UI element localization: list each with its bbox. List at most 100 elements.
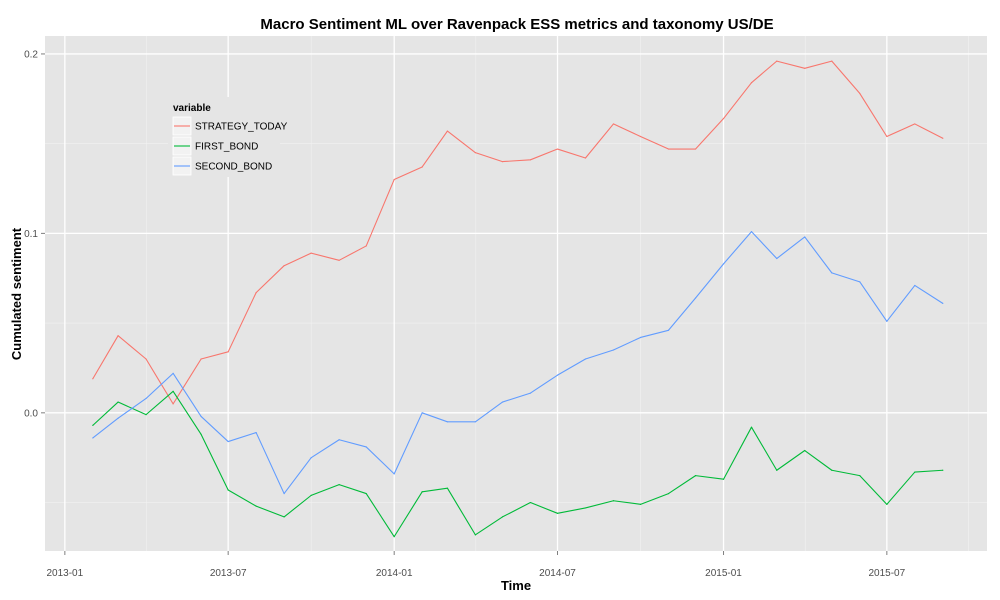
data-point-strategy-today <box>446 130 449 132</box>
data-point-strategy-today <box>776 60 778 62</box>
data-point-second-bond <box>750 230 753 233</box>
data-point-second-bond <box>255 431 257 434</box>
data-point-first-bond <box>421 491 423 493</box>
legend-label-first-bond: FIRST_BOND <box>195 142 258 153</box>
y-axis: 0.0 0.1 0.2 <box>24 49 45 419</box>
data-point-strategy-today <box>886 135 888 138</box>
legend-label-strategy-today: STRATEGY_TODAY <box>195 122 288 133</box>
data-point-first-bond <box>639 503 642 505</box>
x-tick-label: 2015-01 <box>705 568 742 579</box>
data-point-strategy-today <box>750 82 753 84</box>
data-point-first-bond <box>750 426 753 428</box>
data-point-second-bond <box>338 439 340 441</box>
data-point-second-bond <box>886 320 888 322</box>
data-point-second-bond <box>92 437 94 439</box>
data-point-second-bond <box>722 263 725 265</box>
data-point-first-bond <box>200 433 202 435</box>
data-point-first-bond <box>942 469 944 471</box>
x-axis-title: Time <box>501 578 531 593</box>
data-point-second-bond <box>942 302 944 304</box>
data-point-second-bond <box>694 297 697 299</box>
data-point-strategy-today <box>694 148 697 150</box>
data-point-strategy-today <box>831 60 833 62</box>
data-point-second-bond <box>776 257 778 260</box>
legend-title: variable <box>173 103 211 114</box>
data-point-second-bond <box>612 349 615 351</box>
data-point-strategy-today <box>722 117 725 120</box>
data-point-strategy-today <box>145 358 147 360</box>
data-point-first-bond <box>117 401 119 403</box>
data-point-strategy-today <box>200 358 202 360</box>
data-point-second-bond <box>393 473 395 475</box>
data-point-first-bond <box>145 414 147 416</box>
data-point-first-bond <box>529 501 532 504</box>
data-point-strategy-today <box>283 265 285 267</box>
data-point-first-bond <box>831 469 833 471</box>
data-point-strategy-today <box>338 259 340 261</box>
data-point-second-bond <box>474 421 476 423</box>
data-point-strategy-today <box>474 152 476 154</box>
data-point-first-bond <box>227 489 229 491</box>
data-point-first-bond <box>804 449 806 452</box>
data-point-second-bond <box>117 417 119 419</box>
data-point-first-bond <box>365 492 367 495</box>
data-point-second-bond <box>227 440 229 443</box>
data-point-strategy-today <box>556 148 559 150</box>
y-tick-label: 0.2 <box>24 49 38 60</box>
series-line-strategy-today <box>92 60 944 405</box>
data-point-second-bond <box>831 272 833 274</box>
data-point-second-bond <box>283 492 285 495</box>
data-point-first-bond <box>501 516 504 518</box>
data-point-second-bond <box>421 412 423 414</box>
y-tick-label: 0.0 <box>24 408 38 419</box>
data-point-strategy-today <box>117 335 119 337</box>
x-tick-label: 2014-01 <box>376 568 413 579</box>
data-point-strategy-today <box>667 148 670 150</box>
series-line-first-bond <box>92 390 943 538</box>
x-tick-label: 2015-07 <box>868 568 905 579</box>
data-point-first-bond <box>474 534 476 536</box>
y-axis-title: Cumulated sentiment <box>9 227 24 360</box>
chart-title: Macro Sentiment ML over Ravenpack ESS me… <box>260 16 773 33</box>
data-point-second-bond <box>501 401 504 403</box>
data-point-first-bond <box>393 536 395 538</box>
data-point-first-bond <box>172 390 174 392</box>
data-point-strategy-today <box>804 67 806 69</box>
data-point-strategy-today <box>639 135 642 138</box>
data-point-second-bond <box>172 372 174 374</box>
data-point-first-bond <box>612 500 615 502</box>
data-point-first-bond <box>556 512 559 514</box>
data-point-second-bond <box>639 336 642 339</box>
series-line-second-bond <box>92 231 944 495</box>
data-point-first-bond <box>338 484 340 486</box>
data-point-second-bond <box>200 415 202 418</box>
x-axis: 2013-01 2013-07 2014-01 2014-07 2015-01 2015-… <box>46 551 906 579</box>
data-point-strategy-today <box>310 252 312 254</box>
data-point-first-bond <box>914 471 916 473</box>
data-point-strategy-today <box>172 403 174 405</box>
data-point-first-bond <box>92 424 94 426</box>
data-point-first-bond <box>310 494 312 496</box>
data-point-first-bond <box>859 475 861 477</box>
data-point-second-bond <box>667 329 670 331</box>
x-tick-label: 2014-07 <box>539 568 576 579</box>
series-lines <box>92 60 944 538</box>
data-point-second-bond <box>446 421 449 423</box>
data-point-second-bond <box>310 457 312 459</box>
data-point-strategy-today <box>612 123 615 125</box>
data-point-strategy-today <box>92 378 94 380</box>
data-point-second-bond <box>529 392 532 394</box>
y-tick-label: 0.1 <box>24 229 38 240</box>
data-point-second-bond <box>914 284 916 287</box>
data-point-strategy-today <box>859 92 861 95</box>
x-tick-label: 2013-01 <box>46 568 83 579</box>
data-point-first-bond <box>283 516 285 518</box>
data-point-strategy-today <box>529 159 532 161</box>
data-point-strategy-today <box>365 245 367 247</box>
data-point-strategy-today <box>584 157 587 159</box>
data-point-first-bond <box>255 505 257 507</box>
data-point-first-bond <box>584 507 587 509</box>
data-point-strategy-today <box>393 178 395 181</box>
data-point-second-bond <box>365 446 367 448</box>
